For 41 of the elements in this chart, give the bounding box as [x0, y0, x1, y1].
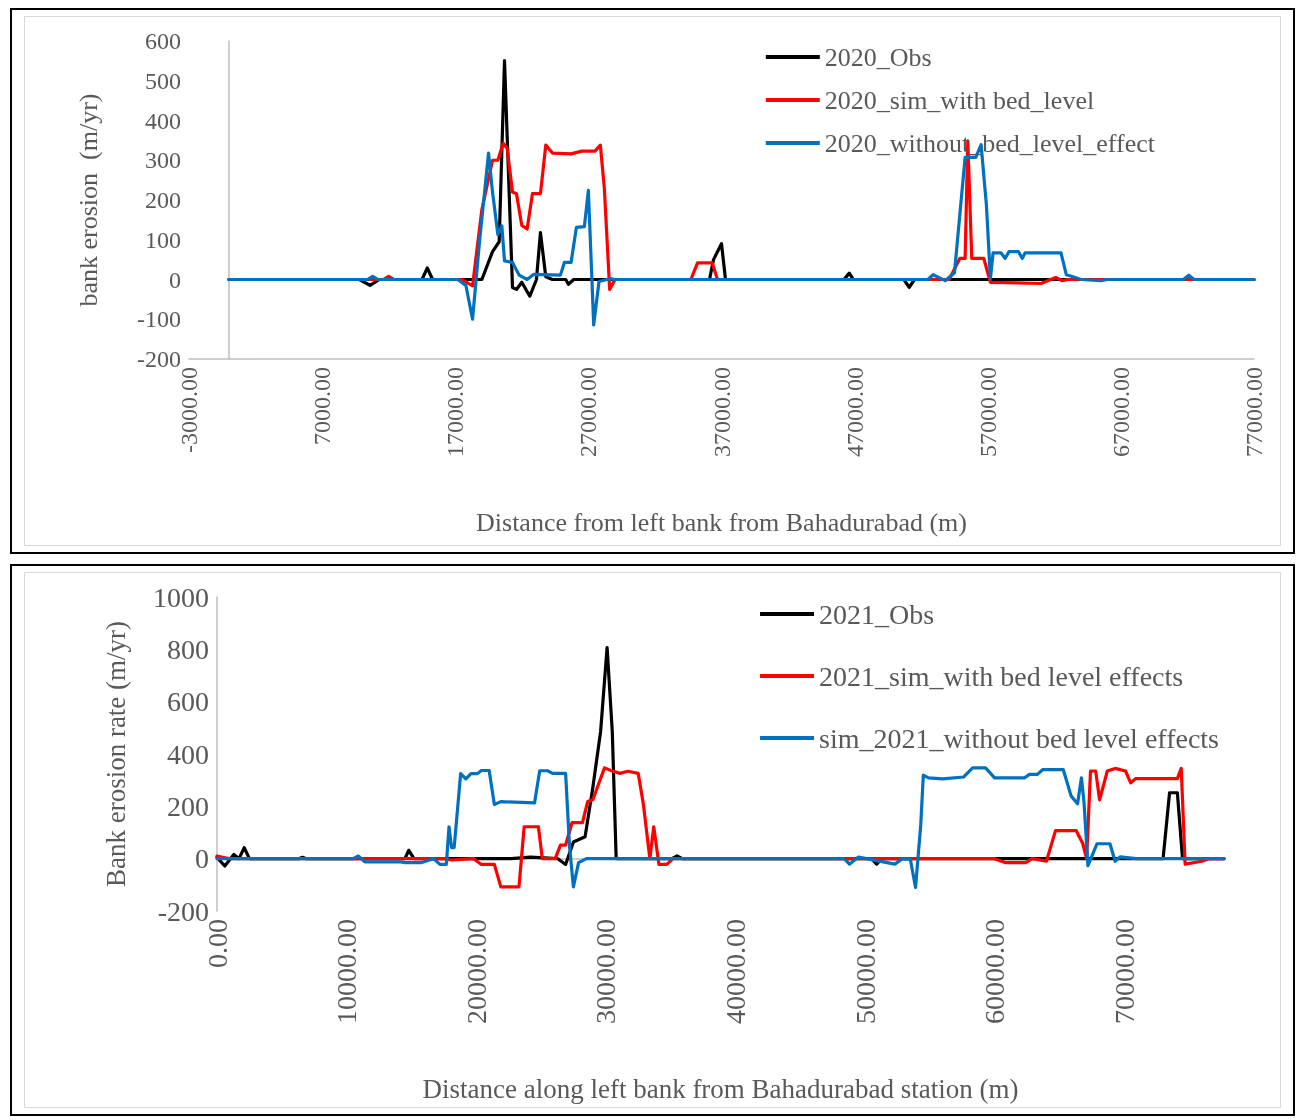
x-tick-label: 57000.00 [974, 367, 1001, 457]
y-axis-title: bank erosion (m/yr) [73, 93, 103, 307]
x-tick-label: 47000.00 [841, 367, 868, 457]
x-tick-label: 10000.00 [331, 919, 363, 1024]
y-tick-label: 600 [145, 28, 181, 54]
x-tick-label: 37000.00 [708, 367, 735, 457]
y-tick-label: 0 [195, 843, 209, 875]
line-series [215, 766, 1226, 889]
y-tick-label: 200 [145, 187, 181, 213]
legend-label: 2020_without_bed_level_effect [824, 128, 1156, 158]
y-axis-title: Bank erosion rate (m/yr) [100, 620, 131, 888]
legend-label: 2020_Obs [824, 42, 932, 72]
y-tick-label: 300 [145, 147, 181, 174]
x-axis-title: Distance along left bank from Bahadurabad station (m) [422, 1073, 1019, 1104]
x-tick-label: 7000.00 [309, 367, 336, 445]
legend-label: 2021_Obs [819, 598, 935, 630]
y-tick-label: 100 [145, 226, 181, 253]
x-tick-label: 27000.00 [575, 367, 602, 457]
legend-label: sim_2021_without bed level effects [819, 722, 1220, 754]
y-tick-label: 600 [167, 686, 209, 718]
y-tick-label: -100 [137, 306, 181, 333]
legend-label: 2020_sim_with bed_level [824, 85, 1095, 115]
x-tick-label: 40000.00 [719, 919, 751, 1024]
y-tick-label: 500 [145, 67, 181, 94]
y-tick-label: 400 [167, 738, 209, 770]
x-tick-label: 20000.00 [460, 919, 492, 1024]
y-tick-label: -200 [157, 895, 209, 927]
x-tick-label: 77000.00 [1241, 367, 1267, 457]
x-tick-label: 60000.00 [979, 919, 1011, 1024]
x-axis-title: Distance from left bank from Bahadurabad (m) [476, 507, 967, 537]
y-tick-label: 1000 [153, 581, 209, 613]
x-tick-label: 70000.00 [1108, 919, 1140, 1024]
x-tick-label: 17000.00 [442, 367, 469, 457]
x-tick-label: 67000.00 [1107, 367, 1134, 457]
legend-label: 2021_sim_with bed level effects [819, 660, 1184, 692]
y-tick-label: 0 [169, 266, 181, 293]
x-tick-label: 30000.00 [590, 919, 622, 1024]
x-tick-label: 50000.00 [849, 919, 881, 1024]
y-tick-label: 800 [167, 633, 209, 665]
y-tick-label: 400 [145, 107, 181, 134]
y-tick-label: 200 [167, 790, 209, 822]
